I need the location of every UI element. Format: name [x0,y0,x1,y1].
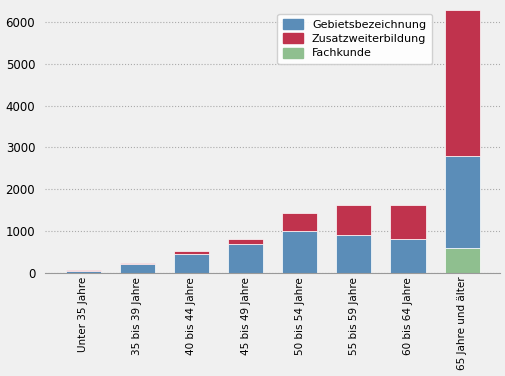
Bar [444,248,479,273]
Bar [66,271,100,273]
Bar [282,231,317,273]
Legend: Gebietsbezeichnung, Zusatzweiterbildung, Fachkunde: Gebietsbezeichnung, Zusatzweiterbildung,… [277,14,431,64]
Bar [336,235,371,273]
Bar [228,239,263,244]
Bar [444,156,479,248]
Bar [390,239,425,273]
Bar [390,205,425,239]
Bar [444,10,479,156]
Bar [174,252,209,254]
Bar [228,244,263,273]
Bar [336,205,371,235]
Bar [174,254,209,273]
Bar [282,213,317,231]
Bar [120,264,155,273]
Bar [66,270,100,271]
